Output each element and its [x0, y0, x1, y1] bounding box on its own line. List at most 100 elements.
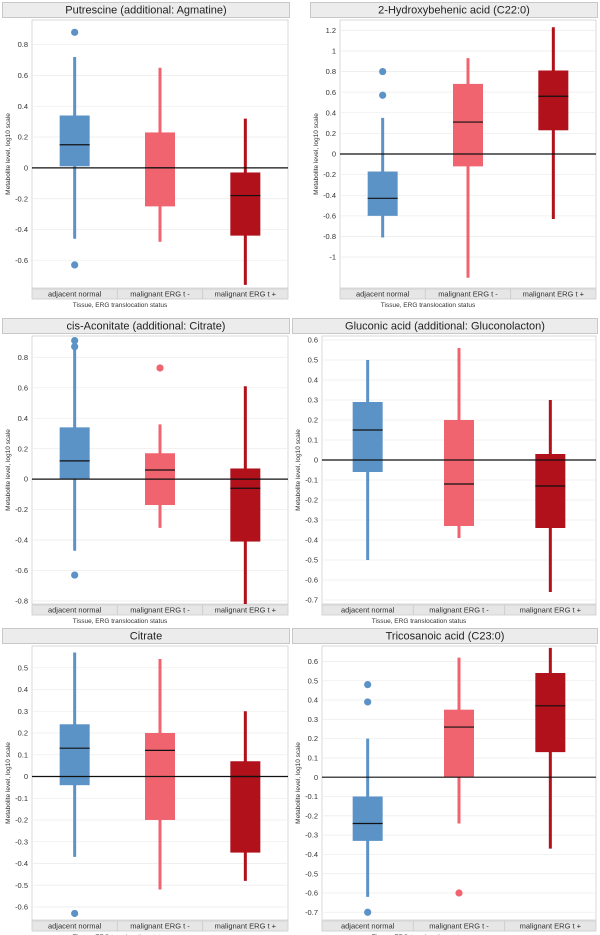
- box-iqr: [367, 171, 398, 216]
- y-axis-title: Metabolite level, log10 scale: [5, 429, 12, 511]
- y-tick-label: -0.5: [305, 869, 318, 878]
- y-tick-label: 1: [332, 47, 336, 56]
- y-tick-label: -0.7: [305, 596, 318, 605]
- y-axis-title: Metabolite level, log10 scale: [295, 742, 302, 824]
- y-tick-label: -0.3: [305, 831, 318, 840]
- chart-panel-5: Citrate Metabolite level, log10 scale -0.6…: [2, 628, 290, 935]
- x-axis-title: Tissue, ERG translocation status: [381, 302, 476, 309]
- x-tick-label: adjacent normal: [341, 922, 395, 931]
- outlier-point: [364, 680, 372, 689]
- y-tick-label: 0.2: [18, 444, 28, 453]
- outlier-point: [364, 908, 372, 916]
- x-tick-label: adjacent normal: [48, 606, 102, 615]
- chart-title: Gluconic acid (additional: Gluconolacton…: [345, 321, 545, 333]
- y-tick-label: -0.3: [305, 516, 318, 525]
- y-tick-label: 0: [24, 772, 28, 781]
- outlier-point: [156, 364, 164, 372]
- y-tick-label: 0.4: [326, 108, 336, 117]
- y-tick-label: 0.6: [326, 88, 336, 97]
- x-tick-label: malignant ERG t -: [429, 922, 489, 931]
- chart-panel-1: Putrescine (additional: Agmatine) Metabol…: [2, 2, 290, 309]
- y-tick-label: 0: [314, 456, 318, 465]
- box-iqr: [59, 724, 90, 786]
- y-tick-label: -0.4: [15, 536, 28, 545]
- chart-panel-6: Tricosanoic acid (C23:0) Metabolite level…: [292, 628, 598, 935]
- chart-panel-3: cis-Aconitate (additional: Citrate) Metab…: [2, 318, 290, 625]
- boxplot-svg: cis-Aconitate (additional: Citrate) Metab…: [2, 318, 290, 625]
- box-iqr: [352, 402, 383, 472]
- outlier-point: [71, 261, 79, 269]
- y-axis-title: Metabolite level, log10 scale: [5, 742, 12, 824]
- y-tick-label: 0.1: [308, 754, 318, 763]
- x-tick-label: malignant ERG t +: [523, 290, 585, 299]
- x-tick-label: adjacent normal: [356, 290, 410, 299]
- chart-title-bar: [310, 2, 598, 18]
- y-tick-label: 0.4: [18, 102, 28, 111]
- y-tick-label: 0.4: [18, 414, 28, 423]
- outlier-point: [71, 571, 79, 579]
- y-tick-label: -0.6: [305, 576, 318, 585]
- box-iqr: [59, 427, 90, 480]
- chart-title: Tricosanoic acid (C23:0): [386, 631, 505, 643]
- y-tick-label: 0.5: [308, 356, 318, 365]
- box-iqr: [59, 115, 90, 167]
- y-tick-label: 0.3: [308, 715, 318, 724]
- outlier-point: [364, 698, 372, 706]
- boxplot-svg: Citrate Metabolite level, log10 scale -0.6…: [2, 628, 290, 935]
- y-tick-label: 0.2: [308, 734, 318, 743]
- y-tick-label: -0.2: [323, 170, 336, 179]
- y-tick-label: 0.6: [18, 383, 28, 392]
- y-tick-label: 0: [24, 475, 28, 484]
- y-tick-label: 0.2: [18, 133, 28, 142]
- x-tick-label: malignant ERG t -: [130, 290, 190, 299]
- x-tick-label: malignant ERG t +: [520, 922, 582, 931]
- x-tick-label: malignant ERG t +: [215, 922, 277, 931]
- box-iqr: [535, 454, 566, 528]
- y-tick-label: -0.2: [15, 194, 28, 203]
- outlier-point: [71, 336, 79, 345]
- box-iqr: [230, 761, 261, 853]
- y-tick-label: 0: [314, 773, 318, 782]
- boxplot-svg: 2-Hydroxybehenic acid (C22:0) Metabolite …: [310, 2, 598, 309]
- box-iqr: [230, 468, 261, 542]
- y-tick-label: 0.4: [18, 685, 28, 694]
- y-tick-label: 0: [332, 150, 336, 159]
- y-tick-label: -0.3: [15, 837, 28, 846]
- outlier-point: [71, 909, 79, 918]
- x-tick-label: malignant ERG t -: [429, 606, 489, 615]
- y-tick-label: 0.2: [326, 129, 336, 138]
- chart-title: Putrescine (additional: Agmatine): [65, 5, 226, 17]
- y-tick-label: -0.6: [15, 256, 28, 265]
- y-tick-label: -0.2: [305, 496, 318, 505]
- y-tick-label: -0.5: [15, 881, 28, 890]
- y-tick-label: -0.4: [323, 191, 336, 200]
- x-tick-label: malignant ERG t +: [215, 606, 277, 615]
- chart-title: 2-Hydroxybehenic acid (C22:0): [378, 5, 530, 17]
- box-iqr: [444, 709, 474, 778]
- x-tick-label: malignant ERG t +: [520, 606, 582, 615]
- category-cell: [202, 288, 289, 300]
- y-tick-label: 0.8: [18, 353, 28, 362]
- outlier-point: [455, 889, 463, 897]
- outlier-point: [71, 343, 79, 351]
- y-tick-label: -0.5: [305, 556, 318, 565]
- outlier-point: [379, 67, 387, 76]
- chart-panel-4: Gluconic acid (additional: Gluconolacton…: [292, 318, 598, 625]
- y-axis-title: Metabolite level, log10 scale: [295, 429, 302, 511]
- x-axis-title: Tissue, ERG translocation status: [73, 302, 168, 309]
- chart-title-bar: [2, 2, 290, 18]
- chart-title-bar: [292, 318, 598, 334]
- y-tick-label: 0: [24, 163, 28, 172]
- y-tick-label: -0.6: [305, 889, 318, 898]
- x-tick-label: malignant ERG t -: [130, 922, 190, 931]
- boxplot-svg: Putrescine (additional: Agmatine) Metabol…: [2, 2, 290, 309]
- y-tick-label: 0.6: [308, 336, 318, 345]
- y-tick-label: -1: [329, 253, 336, 262]
- x-tick-label: malignant ERG t -: [438, 290, 498, 299]
- chart-title: Citrate: [130, 631, 162, 643]
- y-tick-label: 0.6: [18, 71, 28, 80]
- y-tick-label: 0.4: [308, 376, 318, 385]
- x-axis-title: Tissue, ERG translocation status: [372, 618, 467, 625]
- y-tick-label: -0.2: [15, 816, 28, 825]
- y-tick-label: -0.7: [305, 908, 318, 917]
